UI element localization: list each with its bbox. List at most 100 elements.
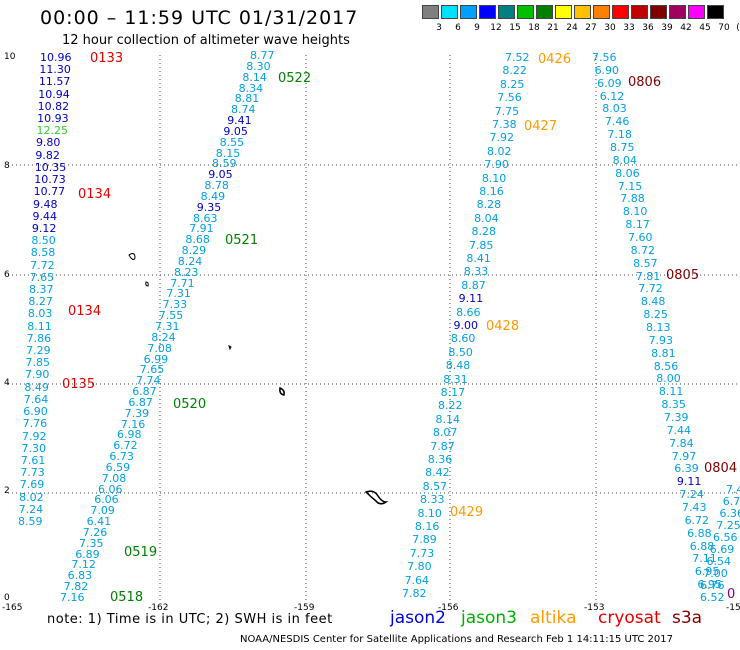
wave-height-value: 8.33: [463, 265, 489, 279]
mission-cryosat: cryosat: [598, 608, 661, 628]
wave-height-value: 7.24: [18, 502, 44, 516]
pass-label: 0429: [450, 505, 484, 520]
wave-height-value: 8.28: [476, 198, 502, 212]
wave-height-value: 7.24: [679, 488, 704, 502]
wave-height-value: 7.52: [505, 51, 530, 64]
x-tick-label: -159: [294, 603, 315, 613]
wave-height-value: 8.59: [212, 157, 237, 171]
color-legend-label: 45: [699, 23, 711, 33]
wave-height-value: 7.12: [71, 558, 96, 572]
wave-height-value: 10.93: [37, 112, 69, 126]
wave-height-value: 7.85: [468, 238, 494, 252]
wave-height-value: 7.84: [669, 436, 694, 450]
wave-height-value: 8.22: [438, 399, 463, 413]
color-legend-label: 12: [490, 23, 502, 33]
wave-height-value: 7.16: [60, 591, 85, 604]
pass-label: 0133: [90, 51, 124, 66]
wave-height-value: 8.55: [219, 135, 245, 149]
wave-height-value: 8.00: [656, 372, 681, 386]
wave-height-value: 7.56: [592, 51, 617, 64]
wave-height-value: 7.82: [63, 580, 89, 594]
wave-height-value: 6.36: [719, 507, 740, 520]
wave-height-value: 8.81: [651, 346, 676, 360]
island-shape: [228, 345, 232, 351]
color-swatch: [460, 5, 477, 19]
wave-height-value: 8.02: [486, 144, 512, 158]
wave-height-value: 7.71: [170, 276, 195, 290]
pass-label: 0520: [173, 397, 207, 412]
wave-height-value: 7.44: [666, 423, 692, 437]
wave-height-value: 6.88: [687, 526, 712, 540]
color-swatch: [593, 5, 610, 19]
pass-label: 0: [727, 587, 736, 602]
wave-height-value: 8.11: [27, 319, 52, 333]
wave-height-value: 8.17: [625, 218, 650, 232]
wave-height-value: 10.35: [34, 160, 67, 174]
wave-height-value: 8.36: [427, 453, 453, 466]
y-tick-label: 8: [4, 161, 10, 171]
wave-height-value: 8.14: [435, 412, 460, 426]
wave-height-value: 6.72: [113, 439, 138, 453]
wave-height-value: 8.27: [28, 295, 53, 309]
wave-height-value: 8.74: [231, 103, 256, 117]
y-tick-label: 4: [4, 378, 10, 388]
wave-height-value: 8.10: [622, 205, 648, 219]
color-swatch: [574, 5, 591, 19]
footer-note: note: 1) Time is in UTC; 2) SWH is in fe…: [47, 612, 333, 627]
y-tick-label: 6: [4, 270, 10, 280]
wave-height-value: 8.10: [481, 171, 507, 185]
island-shape: [128, 253, 136, 260]
wave-height-value: 7.89: [412, 533, 437, 547]
pass-label: 0521: [225, 233, 259, 248]
wave-height-value: 6.98: [117, 428, 142, 442]
wave-height-value: 8.48: [445, 359, 471, 373]
wave-height-value: 9.44: [32, 209, 57, 223]
wave-height-value: 9.11: [458, 292, 484, 306]
wave-height-value: 6.06: [94, 493, 119, 507]
island-shape: [145, 281, 149, 287]
map-grid: [8, 55, 740, 603]
pass-label: 0519: [124, 545, 158, 560]
island-shape: [364, 490, 389, 505]
page-subtitle: 12 hour collection of altimeter wave hei…: [62, 33, 350, 48]
wave-height-value: 6.12: [599, 89, 625, 103]
wave-height-value: 8.37: [29, 283, 54, 296]
wave-height-value: 6.73: [109, 450, 134, 464]
wave-height-value: 6.90: [594, 63, 620, 77]
wave-height-value: 8.34: [238, 81, 264, 95]
wave-height-value: 11.30: [39, 63, 71, 77]
wave-height-value: 9.35: [196, 200, 222, 214]
wave-height-value: 7.25: [716, 519, 740, 532]
wave-height-value: 8.04: [612, 153, 638, 167]
wave-height-value: 6.52: [700, 591, 725, 604]
wave-height-value: 7.31: [155, 320, 180, 333]
wave-height-value: 8.30: [246, 59, 271, 73]
wave-height-value: 7.39: [124, 406, 150, 420]
wave-height-value: 11.57: [38, 75, 71, 89]
color-swatch: [479, 5, 496, 19]
wave-height-value: 9.41: [227, 114, 252, 128]
wave-height-value: 7.61: [20, 453, 46, 467]
wave-height-value: 6.54: [706, 555, 732, 568]
wave-height-value: 8.16: [479, 185, 504, 198]
wave-height-value: 9.80: [35, 136, 61, 150]
y-tick-label: 0: [4, 593, 10, 603]
wave-height-value: 8.10: [417, 506, 442, 520]
wave-height-value: 8.57: [633, 256, 658, 270]
color-legend-label: 18: [528, 23, 540, 33]
pass-label: 0134: [68, 304, 102, 319]
wave-height-value: 6.95: [697, 578, 722, 592]
wave-height-value: 8.04: [474, 211, 499, 225]
wave-height-value: 8.11: [658, 385, 684, 399]
color-legend-label: 36: [642, 23, 654, 33]
wave-height-value: 8.49: [24, 380, 49, 394]
wave-height-value: 6.06: [98, 482, 123, 496]
wave-height-value: 8.87: [461, 278, 486, 292]
color-swatch: [536, 5, 553, 19]
wave-height-value: 8.41: [466, 252, 491, 265]
wave-height-value: 7.30: [21, 441, 46, 455]
pass-label: 0427: [524, 119, 558, 134]
color-legend-label: 15: [509, 23, 521, 33]
color-swatch: [517, 5, 534, 19]
wave-height-value: 8.14: [242, 70, 267, 84]
